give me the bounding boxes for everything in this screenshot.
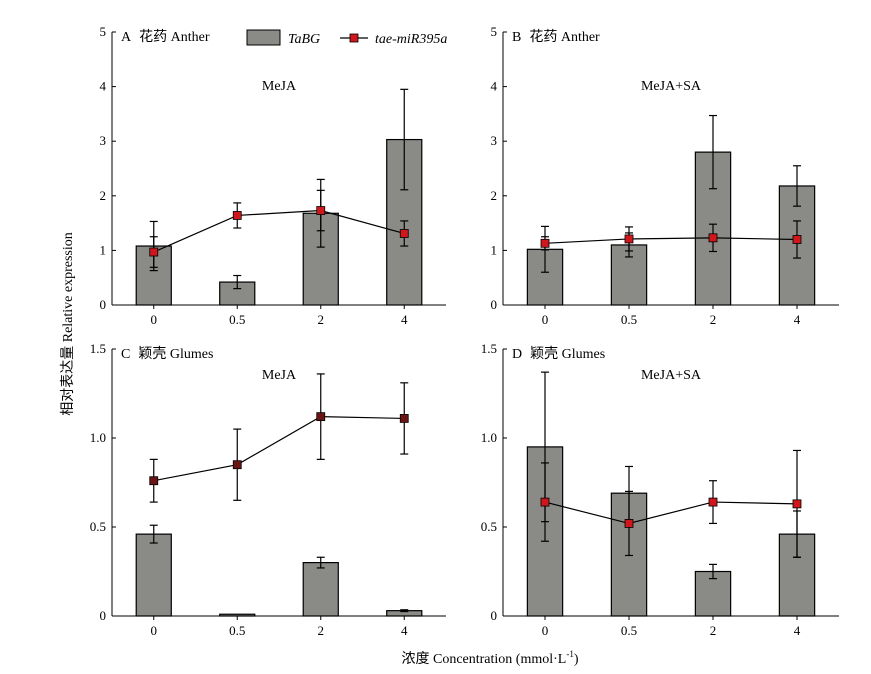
- x-tick-label: 4: [794, 312, 801, 327]
- y-tick-label: 1.5: [481, 341, 497, 356]
- marker-mir395a-0: [149, 476, 159, 486]
- marker-mir395a-0.5: [624, 519, 634, 528]
- panel-d: 0 0.5 1.0 1.5 0 0.5 2 4 D 颖壳 Glumes MeJA+SA: [481, 341, 839, 638]
- panel-letter: A: [121, 30, 132, 45]
- panel-letter: B: [512, 30, 521, 45]
- marker-mir395a-2: [316, 206, 326, 215]
- panel-tissue: 颖壳 Glumes: [138, 345, 213, 362]
- y-tick-label: 0: [100, 297, 107, 312]
- x-tick-label: 0: [151, 623, 158, 638]
- x-tick-label: 2: [710, 312, 717, 327]
- bar-tabg-0: [135, 245, 172, 306]
- bar-tabg-0: [135, 533, 172, 617]
- marker-mir395a-2: [708, 233, 718, 243]
- marker-mir395a-0: [540, 497, 550, 507]
- legend-swatch-tabg: [246, 29, 281, 46]
- x-axis-label-close: ): [574, 652, 579, 667]
- legend-label-mir395a: tae-miR395a: [375, 32, 447, 47]
- panel-a: 0 1 2 3 4 5 0 0.5 2 4 A 花药 Anther MeJA: [100, 24, 446, 327]
- x-tick-label: 0: [542, 623, 549, 638]
- y-tick-label: 2: [491, 188, 498, 203]
- legend-label-tabg: TaBG: [288, 32, 320, 47]
- panel-label: A 花药 Anther: [121, 29, 210, 45]
- y-tick-label: 1.0: [481, 430, 497, 445]
- bar-tabg-0.5: [219, 613, 256, 617]
- panel-letter: C: [121, 347, 130, 362]
- marker-mir395a-0: [149, 247, 159, 257]
- x-tick-label: 4: [794, 623, 801, 638]
- x-tick-label: 0.5: [229, 312, 245, 327]
- panel-tissue: 花药 Anther: [139, 29, 210, 45]
- panel-letter: D: [512, 347, 522, 362]
- x-tick-label: 0.5: [621, 312, 637, 327]
- x-tick-label: 2: [318, 623, 325, 638]
- y-tick-label: 4: [100, 79, 107, 94]
- panel-label: D 颖壳 Glumes: [512, 345, 605, 362]
- panel-label: C 颖壳 Glumes: [121, 345, 213, 362]
- y-tick-label: 0: [100, 608, 107, 623]
- y-tick-label: 3: [491, 133, 498, 148]
- treatment-label: MeJA: [262, 79, 297, 94]
- y-tick-label: 0: [491, 297, 498, 312]
- y-tick-label: 0.5: [90, 519, 106, 534]
- x-axis-label-main: 浓度 Concentration (mmol·L: [401, 651, 566, 667]
- line-mir395a: [544, 237, 798, 244]
- legend-marker-mir395a: [349, 33, 359, 43]
- x-tick-label: 0.5: [229, 623, 245, 638]
- x-axis-label: 浓度 Concentration (mmol·L-1): [401, 649, 578, 667]
- y-tick-label: 4: [491, 79, 498, 94]
- y-tick-label: 1: [491, 242, 498, 257]
- y-tick-label: 0.5: [481, 519, 497, 534]
- line-mir395a: [153, 416, 405, 482]
- panel-b: 0 1 2 3 4 5 0 0.5 2 4 B 花药 Anther MeJA+SA: [491, 24, 839, 327]
- line-mir395a: [153, 209, 405, 253]
- y-tick-label: 1.5: [90, 341, 106, 356]
- x-tick-label: 2: [318, 312, 325, 327]
- marker-mir395a-2: [708, 497, 718, 507]
- line-mir395a: [544, 501, 798, 525]
- x-tick-label: 4: [401, 312, 408, 327]
- y-tick-label: 0: [491, 608, 498, 623]
- treatment-label: MeJA: [262, 368, 297, 383]
- x-tick-label: 4: [401, 623, 408, 638]
- y-tick-label: 5: [491, 24, 498, 39]
- y-tick-label: 1: [100, 242, 107, 257]
- x-tick-label: 0: [542, 312, 549, 327]
- marker-mir395a-2: [316, 412, 326, 422]
- marker-mir395a-4: [399, 414, 409, 423]
- legend: TaBG tae-miR395a: [246, 29, 447, 47]
- panel-tissue: 花药 Anther: [529, 29, 600, 45]
- panel-c: 0 0.5 1.0 1.5 0 0.5 2 4 C 颖壳 Glumes MeJA: [90, 341, 446, 638]
- y-tick-label: 2: [100, 188, 107, 203]
- x-axis-label-unit-exponent: -1: [566, 649, 574, 659]
- panel-tissue: 颖壳 Glumes: [530, 345, 605, 362]
- marker-mir395a-0: [540, 238, 550, 248]
- y-tick-label: 3: [100, 133, 107, 148]
- x-tick-label: 0.5: [621, 623, 637, 638]
- marker-mir395a-0.5: [624, 234, 634, 244]
- treatment-label: MeJA+SA: [641, 368, 702, 383]
- bar-tabg-0.5: [610, 244, 648, 306]
- y-tick-label: 5: [100, 24, 107, 39]
- marker-mir395a-4: [399, 229, 409, 238]
- panel-label: B 花药 Anther: [512, 29, 600, 45]
- bar-tabg-2: [302, 561, 339, 617]
- y-axis-label: 相对表达量 Relative expression: [60, 232, 76, 416]
- x-tick-label: 2: [710, 623, 717, 638]
- marker-mir395a-0.5: [232, 460, 242, 470]
- y-tick-label: 1.0: [90, 430, 106, 445]
- marker-mir395a-4: [792, 235, 802, 244]
- marker-mir395a-0.5: [232, 211, 242, 220]
- x-tick-label: 0: [151, 312, 158, 327]
- marker-mir395a-4: [792, 499, 802, 509]
- treatment-label: MeJA+SA: [641, 79, 702, 94]
